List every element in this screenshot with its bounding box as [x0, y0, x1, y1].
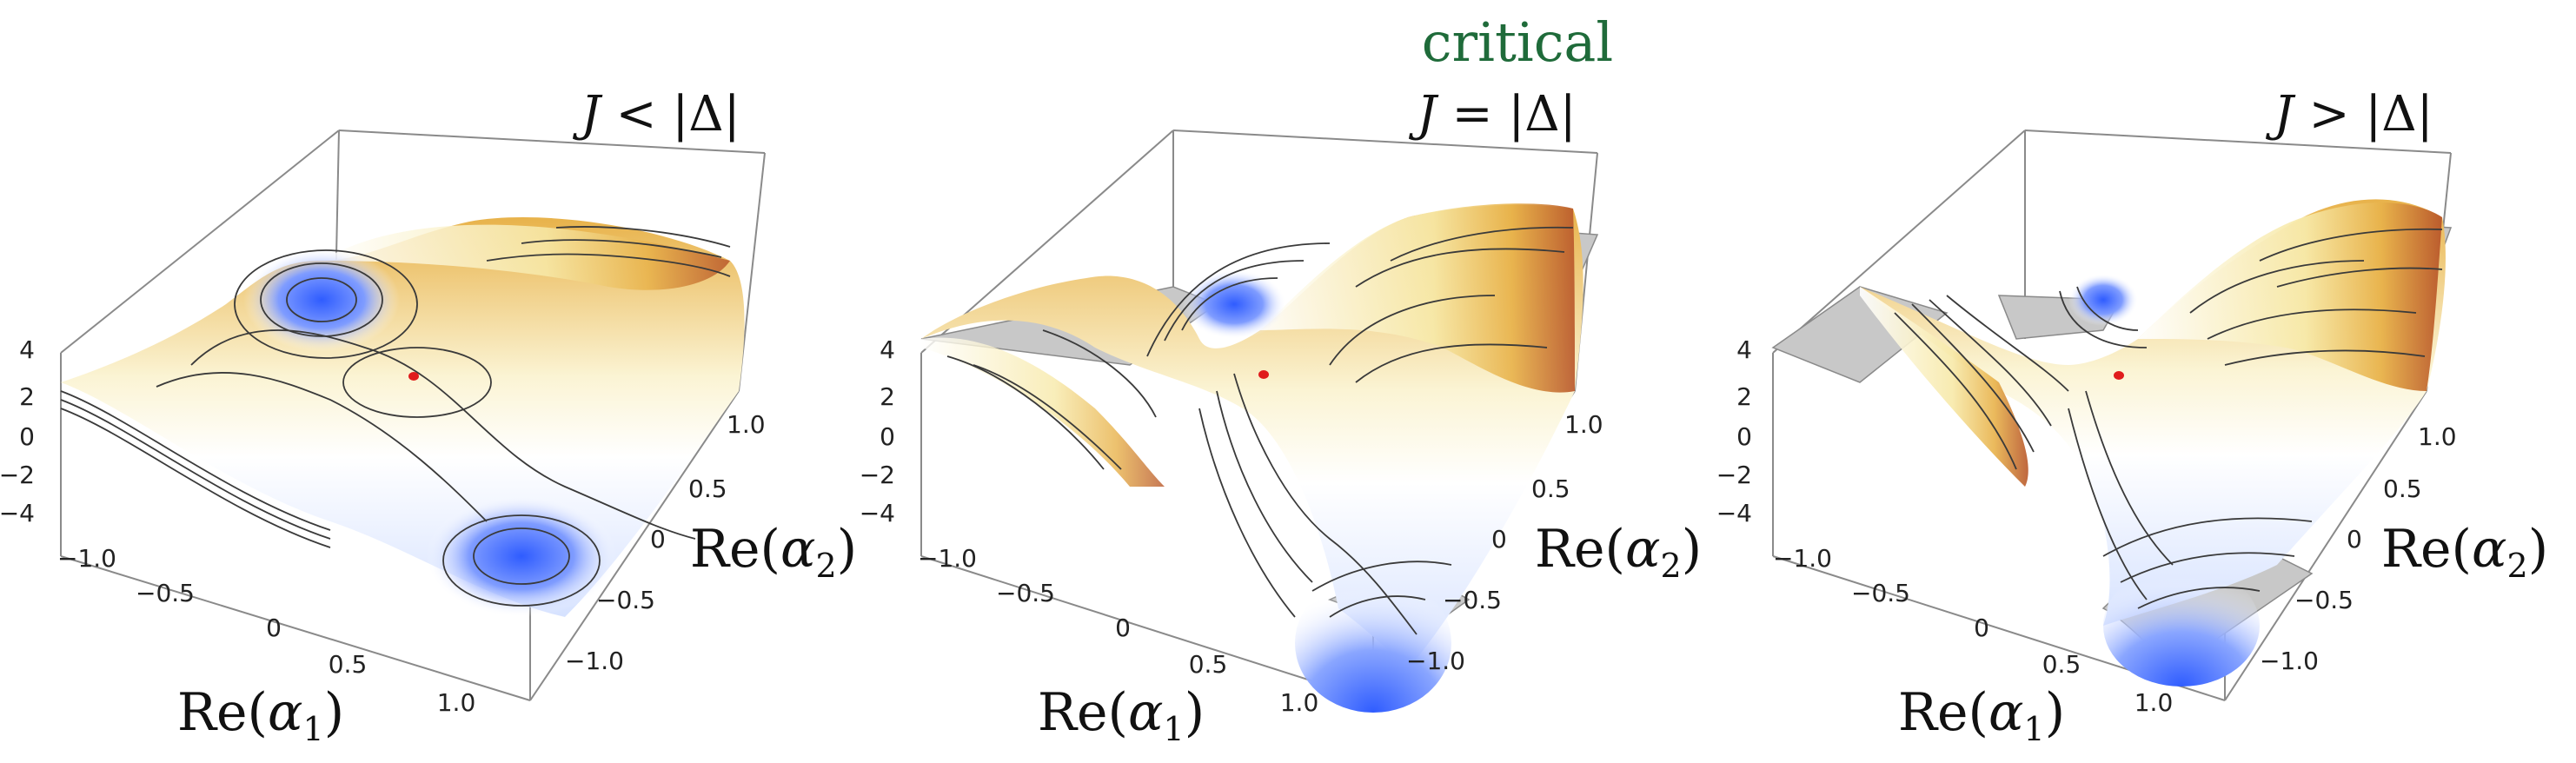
origin-point — [408, 372, 419, 381]
contours — [1894, 228, 2443, 609]
z-ticks: 4 2 0 −2 −4 — [860, 335, 895, 527]
x-tick-label: 0.5 — [2042, 650, 2081, 679]
contours — [946, 226, 1574, 635]
x-tick-label: −1.0 — [918, 544, 977, 573]
y-tick-label: −0.5 — [2294, 586, 2354, 614]
x-tick-label: 1.0 — [437, 688, 476, 717]
panel-title: J > |Δ| — [2265, 86, 2433, 143]
z-ticks: 4 2 0 −2 −4 — [1716, 335, 1752, 527]
y-tick-label: −1.0 — [565, 647, 624, 675]
panel-middle: J = |Δ| 4 2 0 −2 −4 −1.0 −0.5 0 0.5 1.0 … — [860, 86, 1702, 748]
origin-point — [2114, 371, 2124, 380]
critical-label: critical — [1422, 10, 1613, 74]
origin-point — [1258, 370, 1269, 379]
y-tick-label: 1.0 — [2418, 422, 2457, 451]
z-ticks: 4 2 0 −2 −4 — [0, 335, 35, 527]
x-tick-label: 1.0 — [1280, 688, 1319, 717]
z-tick-label: −2 — [0, 461, 35, 489]
panel-title: J < |Δ| — [572, 86, 740, 143]
x-tick-label: 0 — [266, 614, 282, 642]
x-axis-label: Re(α1) — [1038, 682, 1205, 748]
y-tick-label: 0 — [650, 525, 666, 554]
x-tick-label: −1.0 — [1773, 544, 1832, 573]
y-tick-label: 1.0 — [727, 410, 766, 439]
axes-box — [60, 129, 766, 701]
y-axis-label: Re(α2) — [690, 519, 857, 585]
x-ticks: −1.0 −0.5 0 0.5 1.0 — [57, 544, 475, 717]
x-tick-label: 0.5 — [329, 650, 368, 679]
x-ticks: −1.0 −0.5 0 0.5 1.0 — [1773, 544, 2173, 717]
x-axis-label: Re(α1) — [177, 682, 344, 748]
z-tick-label: 0 — [880, 422, 895, 451]
x-tick-label: −0.5 — [136, 579, 195, 607]
z-tick-label: 4 — [1736, 335, 1752, 364]
x-tick-label: −0.5 — [1851, 579, 1910, 607]
panel-right: J > |Δ| 4 2 0 −2 −4 −1.0 −0.5 0 0.5 1.0 … — [1716, 86, 2548, 748]
panel-left: J < |Δ| 4 2 0 −2 −4 −1.0 −0.5 0 0.5 1.0 … — [0, 86, 857, 748]
z-tick-label: −2 — [860, 461, 895, 489]
x-tick-label: −1.0 — [57, 544, 116, 573]
z-tick-label: −4 — [0, 499, 35, 527]
x-tick-label: 1.0 — [2134, 688, 2174, 717]
y-tick-label: 0 — [1491, 525, 1507, 554]
z-tick-label: −2 — [1716, 461, 1752, 489]
x-tick-label: 0 — [1115, 614, 1131, 642]
y-axis-label: Re(α2) — [1535, 519, 1702, 585]
surface — [1860, 199, 2446, 687]
z-tick-label: 0 — [1736, 422, 1752, 451]
z-tick-label: −4 — [1716, 499, 1752, 527]
y-axis-label: Re(α2) — [2381, 519, 2548, 585]
y-tick-label: 0.5 — [688, 474, 727, 503]
z-tick-label: 4 — [880, 335, 895, 364]
x-ticks: −1.0 −0.5 0 0.5 1.0 — [918, 544, 1318, 717]
z-tick-label: 4 — [19, 335, 35, 364]
y-tick-label: 0 — [2347, 525, 2362, 554]
y-tick-label: −0.5 — [1443, 586, 1502, 614]
y-tick-label: 0.5 — [1531, 474, 1570, 503]
x-tick-label: 0 — [1974, 614, 1989, 642]
y-ticks: 1.0 0.5 0 −0.5 −1.0 — [1406, 410, 1603, 675]
surface — [921, 203, 1583, 713]
x-tick-label: −0.5 — [996, 579, 1055, 607]
y-tick-label: −0.5 — [596, 586, 655, 614]
z-tick-label: 2 — [1736, 382, 1752, 411]
panel-title: J = |Δ| — [1408, 86, 1576, 143]
y-tick-label: 1.0 — [1564, 410, 1603, 439]
z-tick-label: 2 — [19, 382, 35, 411]
z-tick-label: −4 — [860, 499, 895, 527]
contours — [60, 226, 731, 607]
y-ticks: 1.0 0.5 0 −0.5 −1.0 — [2260, 422, 2457, 675]
y-tick-label: −1.0 — [2260, 647, 2319, 675]
z-tick-label: 2 — [880, 382, 895, 411]
z-tick-label: 0 — [19, 422, 35, 451]
x-tick-label: 0.5 — [1189, 650, 1228, 679]
y-tick-label: −1.0 — [1406, 647, 1465, 675]
y-tick-label: 0.5 — [2383, 474, 2422, 503]
y-ticks: 1.0 0.5 0 −0.5 −1.0 — [565, 410, 766, 675]
surface — [61, 217, 745, 617]
x-axis-label: Re(α1) — [1898, 682, 2065, 748]
